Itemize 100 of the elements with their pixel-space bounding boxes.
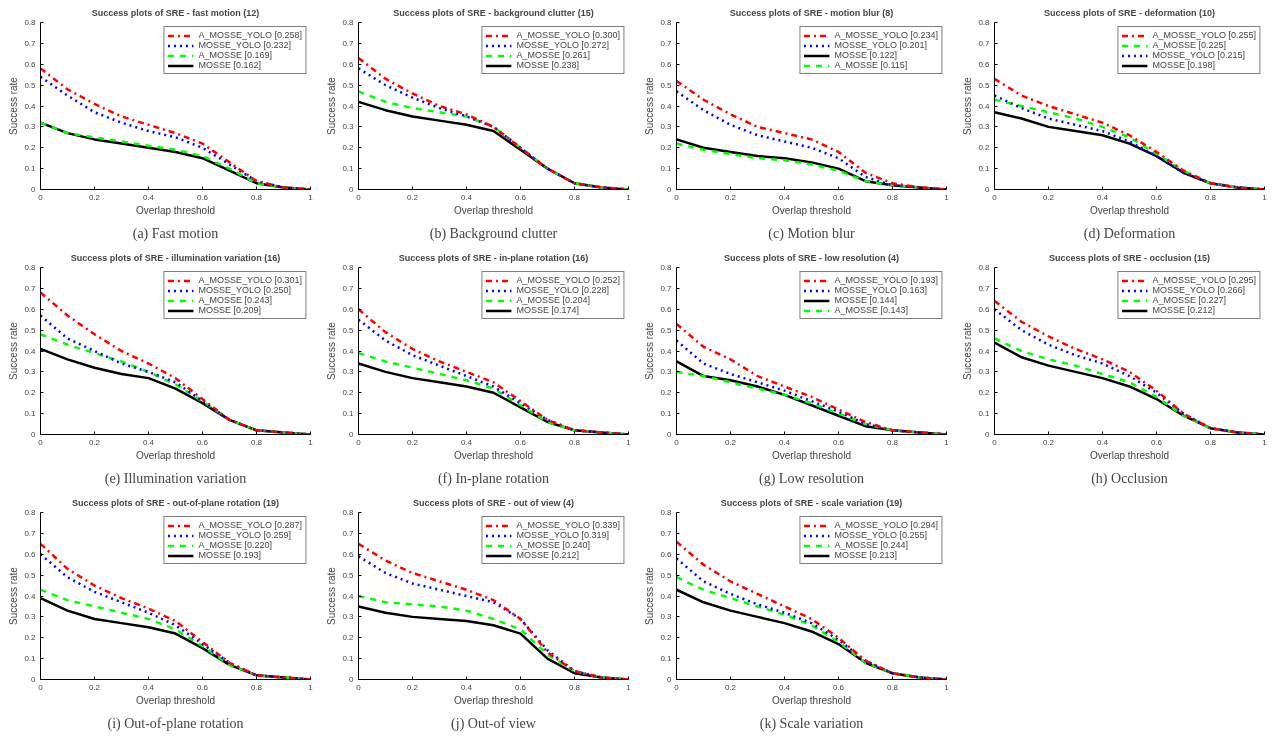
chart-title: Success plots of SRE - motion blur (8) bbox=[729, 7, 894, 18]
chart-title: Success plots of SRE - low resolution (4) bbox=[723, 252, 900, 263]
y-tick-label: 0.5 bbox=[978, 80, 991, 90]
legend-label: A_MOSSE_YOLO [0.193] bbox=[834, 275, 938, 285]
y-axis-title: Success rate bbox=[8, 566, 20, 625]
y-tick-label: 0.2 bbox=[660, 143, 673, 153]
legend-label: A_MOSSE [0.143] bbox=[834, 305, 908, 315]
x-tick-label: 0.2 bbox=[88, 682, 101, 692]
y-tick-label: 0.1 bbox=[660, 409, 673, 419]
legend-label: MOSSE [0.198] bbox=[1152, 60, 1215, 70]
y-tick-label: 0.2 bbox=[24, 633, 37, 643]
x-axis-title: Overlap threshold bbox=[772, 449, 851, 461]
text: (h) Occlusion bbox=[1091, 470, 1168, 487]
y-axis-title: Success rate bbox=[644, 76, 656, 135]
y-tick-label: 0.8 bbox=[660, 508, 673, 517]
y-tick-label: 0.3 bbox=[342, 122, 355, 132]
x-tick-label: 0.4 bbox=[1096, 437, 1109, 447]
legend-label: A_MOSSE [0.227] bbox=[1152, 295, 1226, 305]
x-tick-label: 0.4 bbox=[460, 192, 473, 202]
y-tick-label: 0.3 bbox=[660, 612, 673, 622]
x-tick-label: 0 bbox=[38, 682, 44, 692]
y-tick-label: 0 bbox=[985, 430, 991, 439]
y-axis-title: Success rate bbox=[326, 566, 338, 625]
y-axis-title: Success rate bbox=[326, 76, 338, 135]
x-tick-label: 0.8 bbox=[886, 437, 899, 447]
x-tick-label: 0.4 bbox=[778, 437, 791, 447]
legend-label: A_MOSSE [0.240] bbox=[516, 540, 590, 550]
y-tick-label: 0.5 bbox=[978, 325, 991, 335]
legend-label: MOSSE_YOLO [0.259] bbox=[198, 530, 291, 540]
x-tick-label: 0.8 bbox=[568, 437, 581, 447]
legend-label: MOSSE_YOLO [0.255] bbox=[834, 530, 927, 540]
legend-label: A_MOSSE_YOLO [0.287] bbox=[198, 520, 302, 530]
y-tick-label: 0.6 bbox=[660, 549, 673, 559]
legend-label: MOSSE_YOLO [0.232] bbox=[198, 40, 291, 50]
text: (d) Deformation bbox=[1083, 225, 1176, 242]
legend-label: MOSSE [0.193] bbox=[198, 550, 261, 560]
x-tick-label: 0 bbox=[674, 192, 680, 202]
legend-label: A_MOSSE [0.225] bbox=[1152, 40, 1226, 50]
x-tick-label: 0.4 bbox=[142, 192, 155, 202]
x-tick-label: 0.2 bbox=[88, 192, 101, 202]
chart-title: Success plots of SRE - fast motion (12) bbox=[91, 7, 260, 18]
x-tick-label: 0.8 bbox=[250, 192, 263, 202]
y-tick-label: 0.8 bbox=[978, 18, 991, 27]
x-tick-label: 0.4 bbox=[142, 682, 155, 692]
x-tick-label: 0.4 bbox=[142, 437, 155, 447]
y-tick-label: 0.5 bbox=[342, 80, 355, 90]
y-tick-label: 0.5 bbox=[24, 570, 37, 580]
x-axis-title: Overlap threshold bbox=[136, 694, 215, 706]
y-tick-label: 0.2 bbox=[660, 633, 673, 643]
y-tick-label: 0.1 bbox=[24, 164, 37, 174]
y-tick-label: 0.8 bbox=[24, 263, 37, 272]
y-tick-label: 0.5 bbox=[660, 325, 673, 335]
x-tick-label: 0.6 bbox=[196, 192, 209, 202]
legend-label: MOSSE [0.213] bbox=[834, 550, 897, 560]
y-tick-label: 0.4 bbox=[24, 346, 37, 356]
legend-label: A_MOSSE_YOLO [0.255] bbox=[1152, 30, 1256, 40]
y-axis-title: Success rate bbox=[644, 566, 656, 625]
y-tick-label: 0.1 bbox=[978, 409, 991, 419]
y-tick-label: 0.3 bbox=[660, 122, 673, 132]
x-tick-label: 0.8 bbox=[1204, 437, 1217, 447]
x-tick-label: 1 bbox=[944, 682, 950, 692]
y-tick-label: 0 bbox=[349, 675, 355, 684]
y-tick-label: 0.3 bbox=[660, 367, 673, 377]
y-tick-label: 0.6 bbox=[24, 549, 37, 559]
y-tick-label: 0.4 bbox=[24, 591, 37, 601]
x-axis-title: Overlap threshold bbox=[772, 694, 851, 706]
x-tick-label: 0.8 bbox=[1204, 192, 1217, 202]
y-tick-label: 0.1 bbox=[660, 654, 673, 664]
x-tick-label: 0.8 bbox=[250, 682, 263, 692]
chart-title: Success plots of SRE - occlusion (15) bbox=[1048, 252, 1211, 263]
legend-label: A_MOSSE_YOLO [0.258] bbox=[198, 30, 302, 40]
y-tick-label: 0.2 bbox=[660, 388, 673, 398]
chart-title: Success plots of SRE - deformation (10) bbox=[1043, 7, 1216, 18]
x-tick-label: 0 bbox=[38, 192, 44, 202]
x-tick-label: 0.6 bbox=[514, 682, 527, 692]
legend-label: MOSSE [0.174] bbox=[516, 305, 579, 315]
x-tick-label: 0 bbox=[38, 437, 44, 447]
chart-title: Success plots of SRE - in-plane rotation (16) bbox=[398, 252, 589, 263]
y-tick-label: 0.5 bbox=[660, 570, 673, 580]
y-tick-label: 0.4 bbox=[342, 346, 355, 356]
x-axis-title: Overlap threshold bbox=[136, 449, 215, 461]
x-axis-title: Overlap threshold bbox=[1090, 449, 1169, 461]
y-tick-label: 0.7 bbox=[24, 528, 37, 538]
y-tick-label: 0.2 bbox=[342, 633, 355, 643]
legend-label: A_MOSSE_YOLO [0.339] bbox=[516, 520, 620, 530]
x-tick-label: 0.2 bbox=[724, 192, 737, 202]
x-tick-label: 0 bbox=[356, 682, 362, 692]
x-tick-label: 1 bbox=[1262, 192, 1268, 202]
x-tick-label: 0.6 bbox=[1150, 192, 1163, 202]
x-tick-label: 0.4 bbox=[778, 192, 791, 202]
x-tick-label: 0.4 bbox=[1096, 192, 1109, 202]
chart-title: Success plots of SRE - background clutter (15) bbox=[393, 7, 594, 18]
y-tick-label: 0 bbox=[349, 430, 355, 439]
legend-label: MOSSE_YOLO [0.215] bbox=[1152, 50, 1245, 60]
y-tick-label: 0.6 bbox=[660, 59, 673, 69]
text: (g) Low resolution bbox=[759, 470, 864, 487]
x-tick-label: 0 bbox=[992, 437, 998, 447]
x-axis-title: Overlap threshold bbox=[454, 204, 533, 216]
x-axis-title: Overlap threshold bbox=[772, 204, 851, 216]
y-tick-label: 0.1 bbox=[660, 164, 673, 174]
